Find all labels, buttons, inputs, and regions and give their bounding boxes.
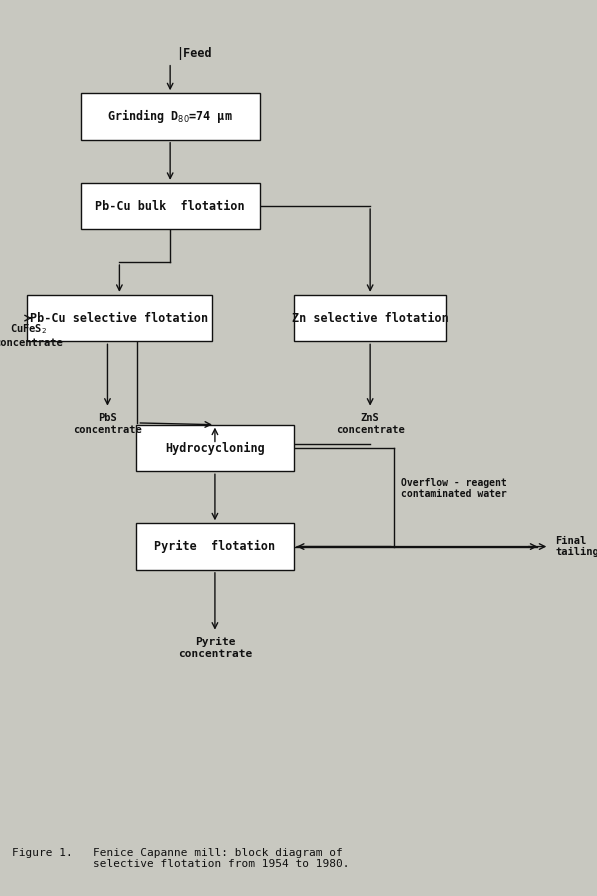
FancyBboxPatch shape <box>136 523 294 570</box>
Text: Pb-Cu bulk  flotation: Pb-Cu bulk flotation <box>96 200 245 212</box>
Text: CuFeS$_2$
concentrate: CuFeS$_2$ concentrate <box>0 323 63 348</box>
FancyBboxPatch shape <box>136 425 294 471</box>
Text: PbS
concentrate: PbS concentrate <box>73 413 142 435</box>
Text: Grinding D$_{80}$=74 μm: Grinding D$_{80}$=74 μm <box>107 108 233 125</box>
Text: Pyrite  flotation: Pyrite flotation <box>155 540 275 553</box>
Text: Overflow - reagent
contaminated water: Overflow - reagent contaminated water <box>401 478 507 499</box>
Text: Pyrite
concentrate: Pyrite concentrate <box>178 637 252 659</box>
FancyBboxPatch shape <box>27 295 212 341</box>
FancyBboxPatch shape <box>81 93 260 140</box>
FancyBboxPatch shape <box>294 295 447 341</box>
Text: Zn selective flotation: Zn selective flotation <box>292 312 448 324</box>
Text: Hydrocycloning: Hydrocycloning <box>165 442 265 454</box>
Text: Final
tailings: Final tailings <box>555 536 597 557</box>
Text: |Feed: |Feed <box>176 47 212 60</box>
Text: ZnS
concentrate: ZnS concentrate <box>336 413 405 435</box>
Text: Figure 1.   Fenice Capanne mill: block diagram of
            selective flotatio: Figure 1. Fenice Capanne mill: block dia… <box>12 848 349 869</box>
FancyBboxPatch shape <box>81 183 260 229</box>
Text: Pb-Cu selective flotation: Pb-Cu selective flotation <box>30 312 208 324</box>
